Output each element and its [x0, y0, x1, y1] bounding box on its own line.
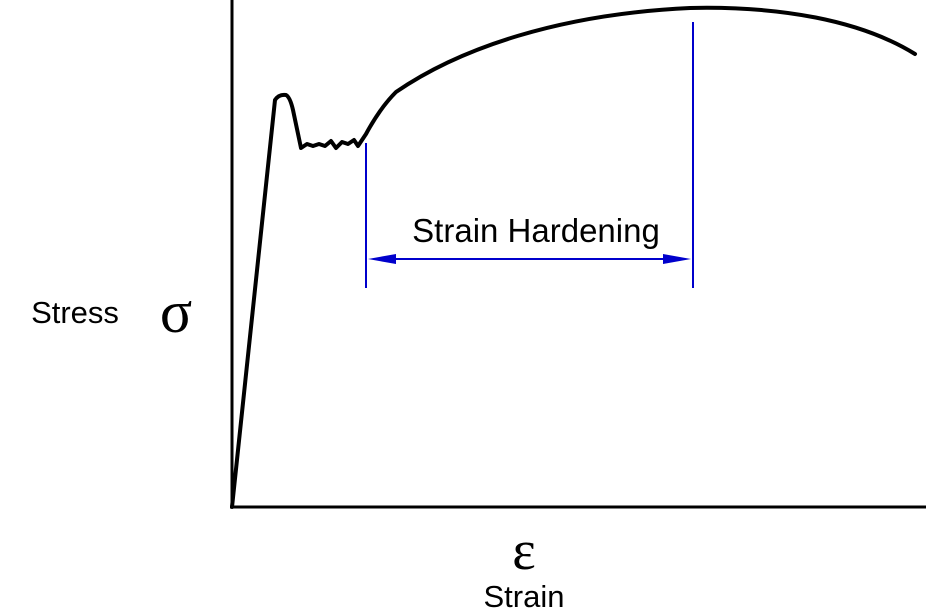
x-axis-symbol: ε — [512, 520, 536, 582]
y-axis-symbol: σ — [160, 279, 192, 345]
strain-hardening-label: Strain Hardening — [412, 212, 660, 249]
left-arrowhead-icon — [368, 254, 396, 264]
stress-strain-curve — [230, 5, 917, 509]
right-arrowhead-icon — [663, 254, 691, 264]
y-axis-label: Stress — [31, 295, 119, 330]
x-axis-label: Strain — [484, 579, 565, 614]
